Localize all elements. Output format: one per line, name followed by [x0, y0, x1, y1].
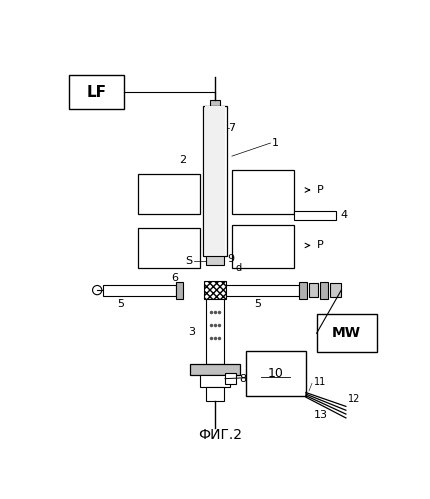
Bar [138, 228, 200, 268]
Text: d: d [235, 263, 241, 273]
Text: 1: 1 [272, 138, 279, 148]
Bar [69, 75, 124, 109]
Bar [294, 211, 336, 220]
Bar [246, 351, 306, 396]
Text: 11: 11 [313, 377, 326, 387]
Bar [309, 283, 318, 297]
Text: 12: 12 [348, 394, 361, 404]
Bar [103, 285, 176, 295]
Text: 5: 5 [117, 299, 124, 309]
Text: 10: 10 [268, 367, 284, 380]
Bar [232, 226, 294, 268]
Bar [226, 285, 299, 295]
Bar [176, 281, 184, 298]
Text: 7: 7 [228, 123, 236, 133]
Bar [204, 281, 226, 299]
Bar [206, 299, 224, 364]
Bar [200, 375, 230, 387]
Text: 13: 13 [314, 410, 328, 420]
Bar [206, 387, 224, 401]
Text: 6: 6 [172, 273, 178, 283]
Text: P: P [316, 241, 323, 250]
Bar [232, 170, 294, 214]
Text: 2: 2 [179, 155, 186, 165]
Text: ФИГ.2: ФИГ.2 [198, 428, 243, 442]
Text: 3: 3 [188, 327, 195, 337]
Bar [206, 256, 224, 265]
Text: 5: 5 [254, 299, 261, 309]
Bar [138, 174, 200, 214]
Text: LF: LF [86, 85, 106, 100]
Text: 9: 9 [227, 253, 234, 263]
Bar [209, 100, 221, 106]
Bar [320, 281, 328, 298]
Bar [299, 281, 307, 298]
Text: 4: 4 [341, 211, 347, 221]
Bar [205, 106, 225, 256]
Text: MW: MW [332, 326, 361, 340]
Text: 8: 8 [239, 374, 246, 384]
Text: P: P [316, 185, 323, 195]
Bar [316, 314, 377, 352]
Bar [331, 283, 341, 297]
Bar [225, 373, 236, 384]
Text: S: S [185, 256, 192, 266]
Bar [203, 106, 227, 256]
Bar [190, 364, 240, 375]
